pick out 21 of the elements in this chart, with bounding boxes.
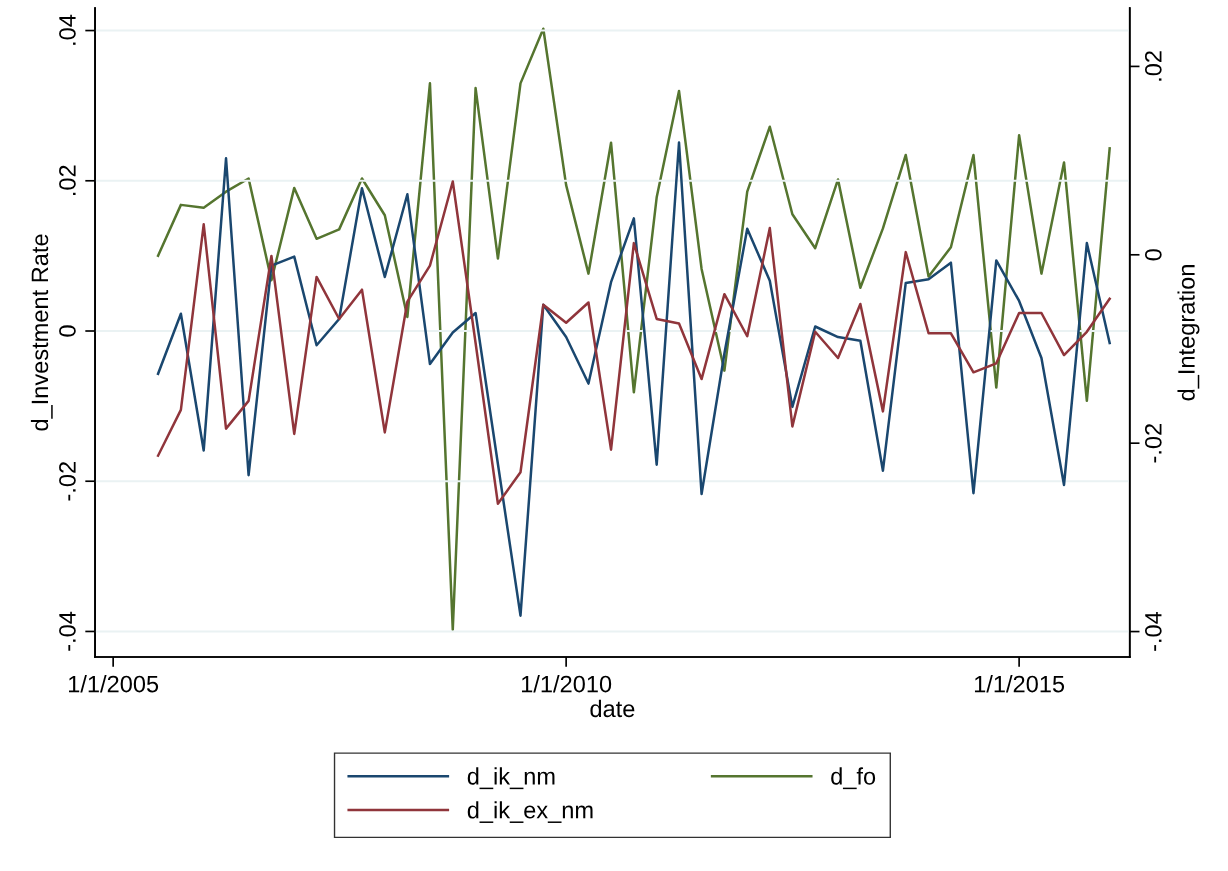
- legend-label: d_ik_ex_nm: [467, 801, 593, 823]
- y-tick-label: 0: [59, 325, 76, 337]
- y-tick-label: .04: [59, 14, 76, 45]
- line-series: [156, 141, 1111, 617]
- x-tick-label: 1/1/2015: [974, 675, 1065, 693]
- y2-tick-label: 0: [1144, 249, 1162, 261]
- x-axis-title: date: [590, 699, 635, 718]
- legend-label: d_ik_nm: [467, 767, 555, 790]
- y2-tick-label: .02: [1144, 51, 1162, 81]
- y2-axis-title: d_Integration: [1177, 265, 1200, 401]
- y-axis-title: d_Investment Rate: [30, 234, 53, 431]
- line-series: [156, 27, 1111, 631]
- x-tick-label: 1/1/2005: [69, 675, 159, 693]
- y-tick-label: -.04: [59, 611, 76, 651]
- x-tick-label: 1/1/2010: [521, 675, 612, 693]
- y-tick-label: -.02: [59, 462, 76, 501]
- legend-label: d_fo: [831, 767, 876, 790]
- y2-tick-label: -.02: [1144, 424, 1162, 463]
- y2-tick-label: -.04: [1144, 611, 1162, 651]
- y-tick-label: .02: [59, 165, 76, 196]
- line-series: [156, 180, 1111, 506]
